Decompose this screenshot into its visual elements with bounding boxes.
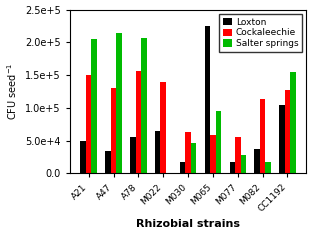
Bar [216, 111, 221, 173]
Bar [111, 88, 116, 173]
Bar [279, 105, 285, 173]
Bar [260, 99, 266, 173]
Bar [80, 141, 86, 173]
X-axis label: Rhizobial strains: Rhizobial strains [136, 219, 240, 229]
Bar [105, 151, 111, 173]
Bar [180, 162, 185, 173]
Bar [230, 162, 235, 173]
Bar [191, 143, 196, 173]
Bar [155, 131, 160, 173]
Bar [290, 72, 296, 173]
Bar [210, 135, 216, 173]
Bar [285, 90, 290, 173]
Bar [235, 137, 241, 173]
Bar [241, 155, 246, 173]
Bar [185, 132, 191, 173]
Bar [136, 70, 141, 173]
Bar [160, 82, 166, 173]
Bar [86, 75, 91, 173]
Bar [205, 26, 210, 173]
Bar [91, 39, 97, 173]
Bar [130, 137, 136, 173]
Bar [116, 32, 122, 173]
Bar [266, 162, 271, 173]
Y-axis label: CFU seed$^{-1}$: CFU seed$^{-1}$ [6, 63, 19, 120]
Bar [141, 38, 147, 173]
Legend: Loxton, Cockaleechie, Salter springs: Loxton, Cockaleechie, Salter springs [219, 14, 302, 52]
Bar [254, 149, 260, 173]
